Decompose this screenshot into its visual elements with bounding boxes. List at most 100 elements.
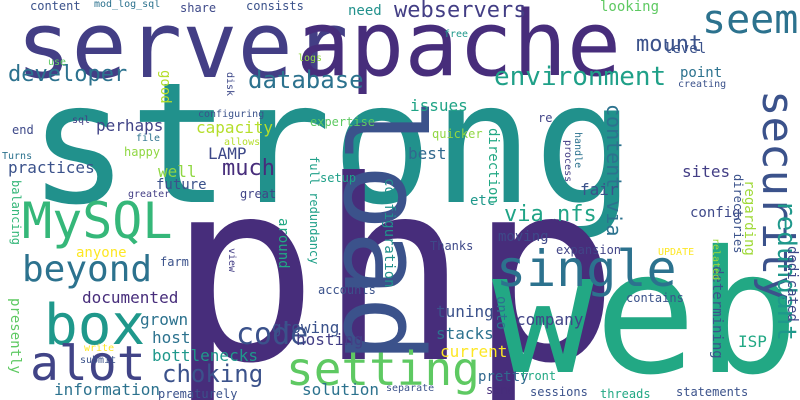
cloud-word: happy: [124, 145, 161, 159]
cloud-word: share: [180, 1, 217, 15]
cloud-word: bottlenecks: [152, 346, 258, 365]
cloud-word: good: [157, 70, 173, 104]
cloud-word: Thanks: [430, 239, 474, 253]
cloud-word: content via: [602, 104, 626, 237]
cloud-word: server: [16, 0, 349, 99]
cloud-word: mount: [636, 32, 703, 57]
cloud-word: quicker: [432, 127, 483, 141]
cloud-word: grown: [140, 310, 189, 329]
cloud-word: php: [168, 127, 620, 400]
cloud-word: re: [538, 111, 553, 125]
cloud-word: anyone: [76, 245, 127, 261]
cloud-word: free: [444, 29, 469, 40]
cloud-word: much: [222, 156, 275, 181]
cloud-word: expertise: [310, 115, 376, 129]
cloud-word: sql: [72, 115, 91, 126]
cloud-word: sessions: [530, 385, 588, 399]
cloud-word: point: [680, 65, 723, 81]
cloud-word: separate: [386, 383, 435, 394]
cloud-word: allows: [224, 137, 261, 148]
cloud-word: onto: [493, 296, 509, 330]
cloud-word: seem: [702, 0, 799, 43]
cloud-word: well: [158, 162, 197, 181]
cloud-word: etc: [470, 193, 496, 209]
cloud-word: front: [520, 369, 557, 383]
cloud-word: LAMP: [208, 144, 247, 163]
cloud-word: prematurely: [158, 387, 238, 400]
cloud-word: directories: [731, 174, 745, 254]
cloud-word: config: [690, 205, 741, 221]
cloud-word: Turns: [2, 151, 33, 162]
cloud-word: sites: [682, 162, 731, 181]
cloud-word: write: [84, 343, 115, 354]
cloud-word: issues: [410, 96, 468, 115]
cloud-word: threads: [600, 387, 651, 400]
cloud-word: expansion: [556, 243, 622, 257]
cloud-word: apache: [296, 0, 622, 97]
cloud-word: developer: [8, 62, 128, 87]
cloud-word: ISP: [738, 332, 767, 351]
cloud-word: beyond: [22, 249, 153, 290]
cloud-word: view: [226, 248, 237, 273]
cloud-word: logs: [298, 53, 323, 64]
cloud-word: strong: [28, 46, 635, 242]
cloud-word: statements: [676, 385, 749, 399]
cloud-word: end: [12, 123, 34, 137]
cloud-word: single: [496, 240, 677, 298]
cloud-word: content: [30, 0, 81, 13]
cloud-word: perhaps: [96, 116, 164, 135]
cloud-word: consists: [246, 0, 304, 13]
cloud-word: webservers: [394, 0, 527, 23]
cloud-word: farm: [160, 255, 189, 269]
cloud-word: submit: [80, 355, 117, 366]
cloud-word: great: [240, 187, 277, 201]
cloud-word: current: [440, 342, 508, 361]
cloud-word: accounts: [318, 283, 376, 297]
cloud-word: growing: [272, 318, 340, 337]
cloud-word: level: [664, 41, 707, 57]
cloud-word: pretty: [478, 369, 529, 385]
cloud-word: stacks: [436, 324, 494, 343]
cloud-word: fair: [580, 180, 619, 199]
cloud-word: presently: [7, 298, 23, 374]
cloud-word: box: [44, 293, 146, 358]
cloud-word: via nfs: [504, 202, 597, 227]
cloud-word: information: [54, 380, 160, 399]
cloud-word: capacity: [196, 118, 274, 137]
cloud-word: around: [275, 218, 291, 269]
cloud-word: need: [348, 3, 382, 19]
cloud-word: web: [491, 215, 799, 400]
cloud-word: send: [486, 383, 515, 397]
cloud-word: code: [236, 317, 309, 352]
cloud-word: mod_log_sql: [94, 0, 161, 10]
cloud-word: environment: [494, 62, 667, 92]
cloud-word: file: [136, 133, 161, 144]
cloud-word: solution: [302, 380, 380, 399]
cloud-word: host: [152, 328, 191, 347]
cloud-word: tuning: [436, 302, 494, 321]
cloud-word: setup: [320, 171, 357, 185]
cloud-word: choking: [162, 360, 264, 388]
cloud-word: setting: [286, 342, 480, 396]
cloud-word: process: [562, 140, 573, 183]
cloud-word: configuration: [381, 178, 397, 288]
cloud-word: UPDATE: [658, 247, 695, 258]
cloud-word: MySQL: [22, 192, 173, 250]
cloud-word: dedicated: [784, 246, 800, 322]
cloud-word: balancing: [9, 180, 23, 246]
cloud-word: best: [408, 144, 447, 163]
cloud-word: handle: [572, 132, 583, 169]
cloud-word: use: [48, 57, 67, 68]
cloud-word: future: [156, 177, 207, 193]
cloud-word: configuring: [198, 109, 265, 120]
cloud-word: contains: [626, 291, 684, 305]
cloud-word: disk: [224, 72, 235, 97]
cloud-word: direction: [485, 128, 501, 204]
cloud-word: database: [248, 66, 364, 94]
cloud-word: looking: [600, 0, 660, 15]
cloud-word: documented: [82, 288, 179, 307]
cloud-word: creating: [678, 79, 727, 90]
cloud-word: full redundancy: [307, 156, 321, 265]
cloud-word: moving: [498, 229, 549, 245]
